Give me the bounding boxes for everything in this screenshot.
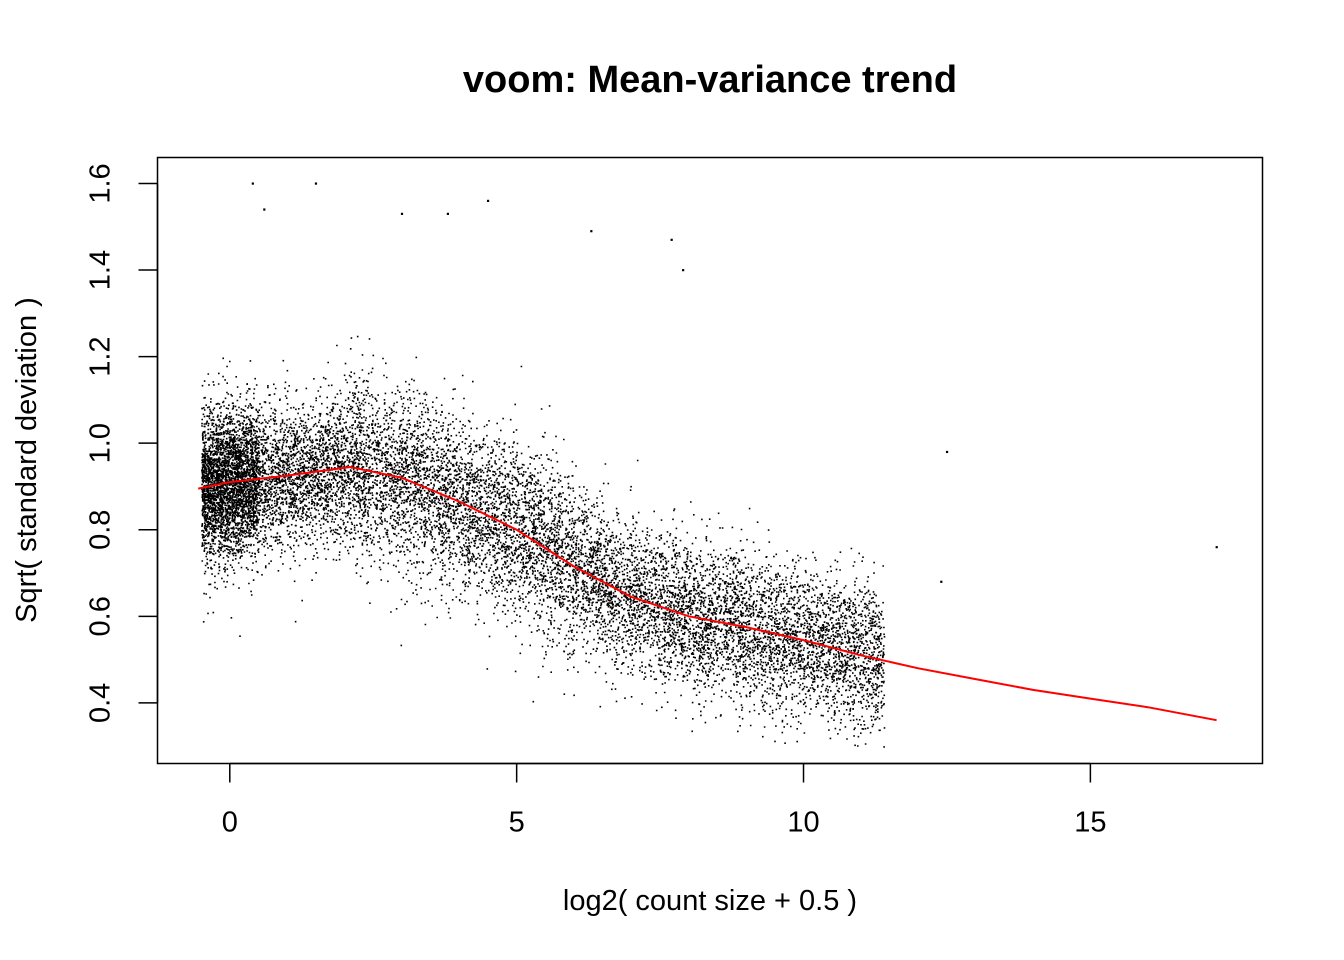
y-tick-label-0: 0.4 xyxy=(85,683,117,723)
x-tick-label-3: 15 xyxy=(1074,807,1106,839)
scatter-cloud xyxy=(201,335,886,748)
y-tick-label-5: 1.4 xyxy=(85,250,117,290)
outlier-point-0 xyxy=(251,182,254,185)
outlier-point-5 xyxy=(486,199,490,202)
scatter-points xyxy=(201,335,886,748)
y-axis: 0.4 0.6 0.8 1.0 1.2 1.4 1.6 xyxy=(85,163,159,723)
y-tick-label-4: 1.2 xyxy=(85,336,117,376)
y-axis-title: Sqrt( standard deviation ) xyxy=(11,297,43,623)
x-tick-label-0: 0 xyxy=(222,807,238,839)
outlier-point-11 xyxy=(1215,546,1218,549)
outlier-point-9 xyxy=(945,450,949,454)
outlier-point-8 xyxy=(682,269,685,272)
outlier-point-10 xyxy=(940,580,943,583)
outlier-point-4 xyxy=(446,212,450,215)
outlier-point-7 xyxy=(670,238,673,241)
chart-title: voom: Mean-variance trend xyxy=(463,59,957,101)
outlier-point-1 xyxy=(314,182,318,185)
outlier-point-3 xyxy=(400,212,404,215)
scatter-outliers xyxy=(251,182,1218,583)
x-axis-title: log2( count size + 0.5 ) xyxy=(563,885,857,917)
x-tick-label-1: 5 xyxy=(509,807,525,839)
outlier-point-6 xyxy=(590,230,593,233)
x-axis: 0 5 10 15 xyxy=(222,762,1107,839)
y-tick-label-6: 1.6 xyxy=(85,163,117,203)
x-tick-label-2: 10 xyxy=(787,807,819,839)
y-tick-label-2: 0.8 xyxy=(85,510,117,550)
y-tick-label-3: 1.0 xyxy=(85,423,117,463)
outlier-point-2 xyxy=(263,208,266,211)
trend-line xyxy=(197,465,1217,722)
y-tick-label-1: 0.6 xyxy=(85,596,117,636)
